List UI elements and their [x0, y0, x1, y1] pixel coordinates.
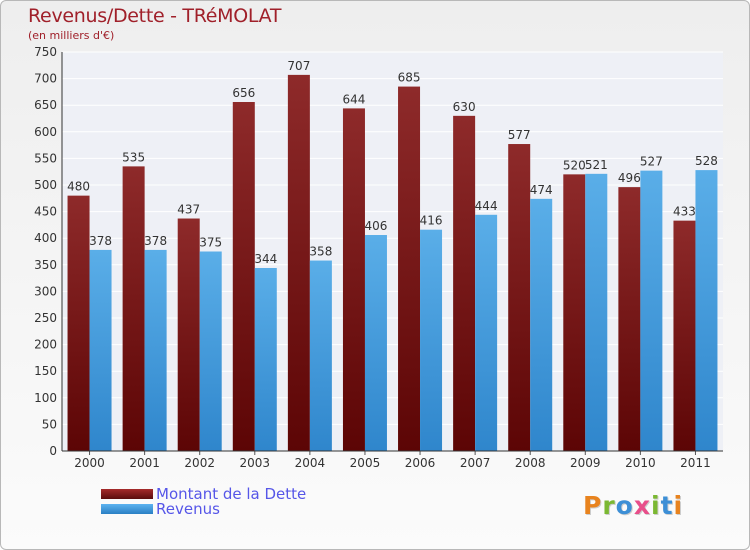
y-tick-label: 400: [34, 231, 57, 245]
y-tick-label: 650: [34, 98, 57, 112]
legend-swatch-revenue: [101, 504, 153, 514]
debt-bar: [508, 144, 531, 451]
debt-bar: [618, 187, 641, 452]
debt-value-label: 685: [398, 71, 421, 85]
revenue-bar: [640, 170, 663, 452]
legend-label-debt: Montant de la Dette: [156, 485, 307, 503]
x-tick-label: 2009: [570, 456, 601, 470]
revenue-value-label: 444: [475, 199, 498, 213]
debt-bar: [563, 174, 586, 452]
y-tick-label: 50: [42, 417, 57, 431]
chart-title: Revenus/Dette - TRéMOLAT: [28, 5, 282, 27]
x-tick-label: 2001: [129, 456, 160, 470]
revenue-value-label: 521: [585, 158, 608, 172]
revenue-value-label: 406: [365, 219, 388, 233]
revenue-bar: [530, 198, 553, 451]
revenue-value-label: 358: [309, 245, 332, 259]
x-tick-label: 2011: [680, 456, 711, 470]
y-tick-label: 550: [34, 151, 57, 165]
y-tick-label: 700: [34, 72, 57, 86]
revenue-bar: [364, 235, 387, 451]
legend-swatch-debt: [101, 489, 153, 499]
debt-value-label: 520: [563, 158, 586, 172]
chart-subtitle: (en milliers d'€): [28, 29, 115, 42]
debt-value-label: 644: [343, 92, 366, 106]
revenue-value-label: 378: [144, 234, 167, 248]
y-tick-label: 600: [34, 125, 57, 139]
revenue-bar: [254, 267, 277, 451]
x-tick-label: 2002: [184, 456, 215, 470]
revenue-bar: [144, 249, 167, 451]
debt-value-label: 577: [508, 128, 531, 142]
revenue-value-label: 527: [640, 155, 663, 169]
x-tick-label: 2004: [295, 456, 326, 470]
y-tick-label: 500: [34, 178, 57, 192]
revenue-value-label: 528: [695, 154, 718, 168]
revenue-value-label: 416: [420, 214, 443, 228]
debt-value-label: 707: [287, 59, 310, 73]
debt-value-label: 437: [177, 203, 200, 217]
y-tick-label: 100: [34, 391, 57, 405]
y-tick-label: 200: [34, 338, 57, 352]
x-tick-label: 2005: [350, 456, 381, 470]
debt-value-label: 496: [618, 171, 641, 185]
revenue-bar: [89, 249, 112, 451]
x-tick-label: 2010: [625, 456, 656, 470]
debt-value-label: 656: [232, 86, 255, 100]
y-tick-label: 0: [49, 444, 57, 458]
revenue-bar: [695, 170, 718, 451]
y-tick-label: 750: [34, 45, 57, 59]
plot-area: [62, 52, 723, 451]
debt-bar: [453, 115, 476, 451]
x-tick-label: 2006: [405, 456, 436, 470]
revenue-bar: [475, 214, 498, 451]
x-tick-label: 2003: [240, 456, 271, 470]
revenue-value-label: 375: [199, 236, 222, 250]
debt-bar: [122, 166, 145, 451]
debt-value-label: 480: [67, 180, 90, 194]
revenue-bar: [309, 260, 332, 451]
legend-label-revenue: Revenus: [156, 500, 220, 518]
y-tick-label: 250: [34, 311, 57, 325]
revenue-value-label: 474: [530, 183, 553, 197]
revenue-bar: [585, 173, 608, 451]
y-tick-label: 150: [34, 364, 57, 378]
y-tick-label: 350: [34, 258, 57, 272]
debt-bar: [232, 102, 255, 452]
debt-bar: [342, 108, 365, 451]
debt-value-label: 630: [453, 100, 476, 114]
debt-value-label: 433: [673, 205, 696, 219]
debt-bar: [673, 220, 696, 451]
debt-value-label: 535: [122, 150, 145, 164]
x-tick-label: 2007: [460, 456, 491, 470]
debt-bar: [287, 74, 310, 451]
x-tick-label: 2000: [74, 456, 105, 470]
debt-bar: [398, 86, 421, 451]
revenue-bar: [199, 251, 222, 451]
debt-bar: [177, 218, 200, 451]
x-tick-label: 2008: [515, 456, 546, 470]
revenue-bar: [420, 229, 443, 451]
proxiti-logo: Proxiti: [583, 491, 684, 520]
revenue-value-label: 344: [254, 252, 277, 266]
y-tick-label: 450: [34, 205, 57, 219]
revenue-value-label: 378: [89, 234, 112, 248]
y-tick-label: 300: [34, 284, 57, 298]
debt-bar: [67, 195, 90, 451]
